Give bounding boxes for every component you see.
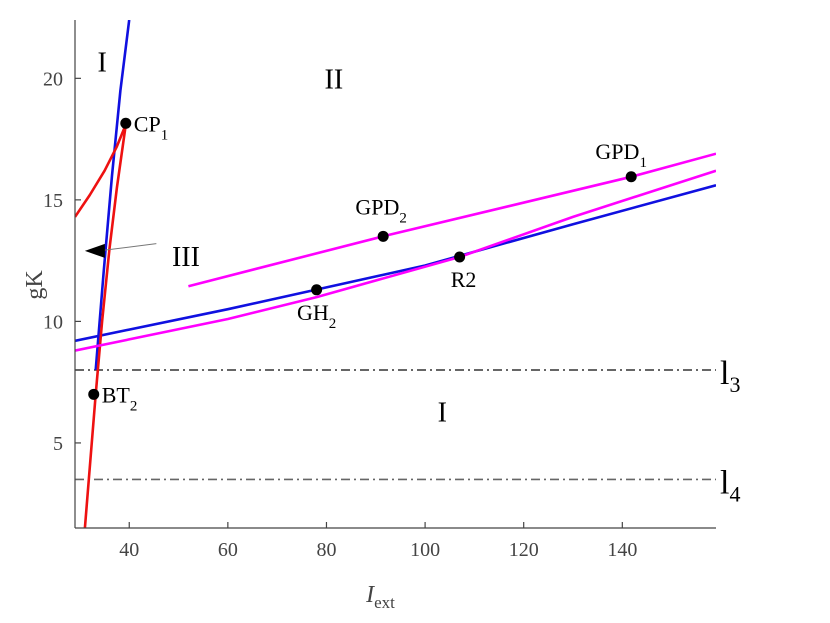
reference-line-label-l3: l3: [720, 355, 740, 397]
x-axis-label: Iext: [365, 582, 395, 612]
x-tick-label-80: 80: [316, 539, 336, 561]
curve-blue-1: [94, 20, 131, 371]
curve-red-3: [75, 124, 128, 218]
point-label-GPD2: GPD2: [355, 194, 407, 226]
annotation-arrow-line: [98, 243, 157, 252]
point-label-GPD1: GPD1: [595, 139, 647, 171]
y-tick-label-20: 20: [43, 68, 63, 90]
x-tick-label-120: 120: [509, 539, 539, 561]
curve-red-4: [83, 124, 128, 528]
point-label-CP1: CP1: [134, 111, 168, 143]
x-tick-label-100: 100: [410, 539, 440, 561]
region-label-4: I: [438, 397, 447, 428]
point-CP1: [120, 117, 132, 129]
curve-magenta-6: [75, 169, 716, 352]
x-tick-label-40: 40: [119, 539, 139, 561]
point-GPD2: [377, 230, 389, 242]
reference-line-label-l4: l4: [720, 464, 740, 506]
point-GPD1: [625, 171, 637, 183]
point-BT2: [88, 388, 100, 400]
point-label-R2: R2: [451, 267, 477, 292]
y-axis-label: gK: [22, 270, 48, 300]
point-GH2: [311, 284, 323, 296]
y-tick-label-15: 15: [43, 190, 63, 212]
curve-magenta-5: [188, 152, 716, 288]
region-label-3: III: [172, 242, 200, 273]
x-tick-label-60: 60: [218, 539, 238, 561]
point-label-GH2: GH2: [297, 300, 336, 332]
annotation-arrowhead: [84, 243, 105, 258]
region-label-2: II: [325, 64, 344, 95]
x-tick-label-140: 140: [607, 539, 637, 561]
region-label-1: I: [97, 47, 106, 78]
point-R2: [454, 251, 466, 263]
point-label-BT2: BT2: [102, 382, 138, 414]
y-tick-label-5: 5: [53, 433, 63, 455]
y-tick-label-10: 10: [43, 311, 63, 333]
